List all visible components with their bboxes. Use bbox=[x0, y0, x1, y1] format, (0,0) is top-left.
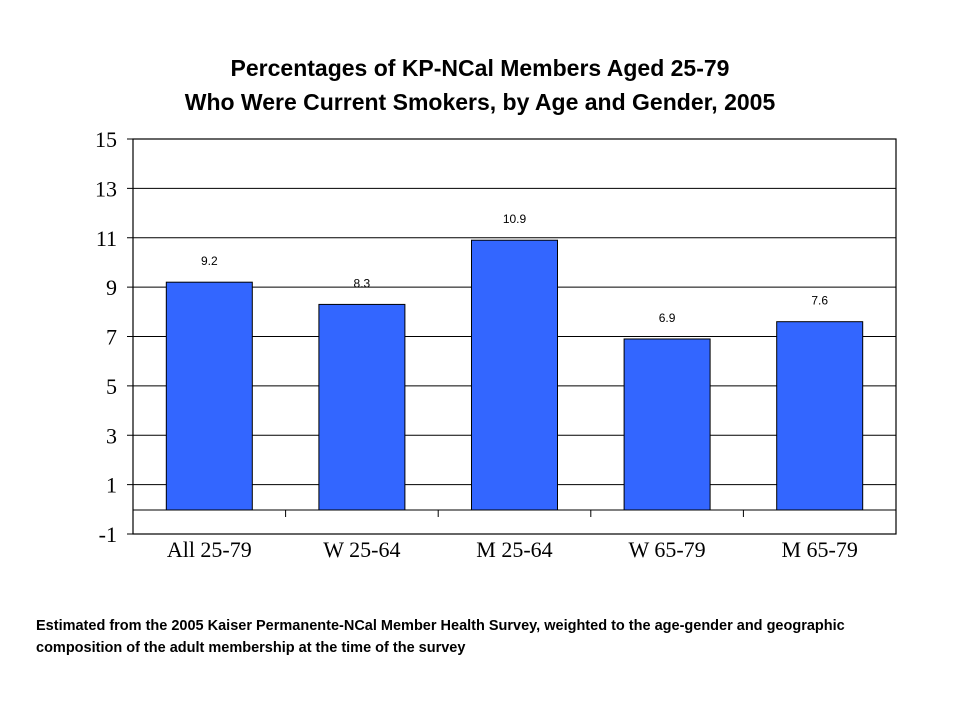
data-label: 9.2 bbox=[201, 254, 218, 268]
x-axis-categories: All 25-79 W 25-64 M 25-64 W 65-79 M 65-79 bbox=[167, 537, 858, 562]
y-tick-label: -1 bbox=[99, 522, 117, 547]
plot-frame bbox=[132, 138, 897, 535]
y-tick-label: 15 bbox=[95, 127, 117, 152]
x-category-label: All 25-79 bbox=[167, 537, 252, 562]
y-tick-label: 1 bbox=[106, 473, 117, 498]
y-tick-label: 3 bbox=[106, 423, 117, 448]
y-tick-label: 7 bbox=[106, 325, 117, 350]
y-tick-label: 11 bbox=[96, 226, 117, 251]
data-label: 10.9 bbox=[503, 212, 527, 226]
chart-subtitle: Who Were Current Smokers, by Age and Gen… bbox=[184, 89, 776, 115]
y-tick-label: 9 bbox=[106, 275, 117, 300]
data-label: 8.3 bbox=[354, 276, 371, 290]
data-label: 7.6 bbox=[811, 294, 828, 308]
x-category-label: W 25-64 bbox=[323, 537, 400, 562]
bar-all-25-79 bbox=[165, 281, 253, 511]
data-labels: 9.2 8.3 10.9 6.9 7.6 bbox=[201, 212, 828, 325]
chart-title: Percentages of KP-NCal Members Aged 25-7… bbox=[230, 55, 730, 81]
y-tick-label: 5 bbox=[106, 374, 117, 399]
plot-border bbox=[132, 138, 897, 535]
footnote: Estimated from the 2005 Kaiser Permanent… bbox=[36, 618, 845, 656]
x-category-label: M 65-79 bbox=[782, 537, 858, 562]
x-category-label: M 25-64 bbox=[476, 537, 552, 562]
bar-w-25-64 bbox=[318, 303, 406, 511]
bars bbox=[165, 239, 864, 511]
data-label: 6.9 bbox=[659, 311, 676, 325]
x-category-label: W 65-79 bbox=[628, 537, 705, 562]
y-tick-label: 13 bbox=[95, 176, 117, 201]
y-axis-ticks: 15 13 11 9 7 5 3 1 -1 bbox=[95, 127, 117, 547]
bar-m-25-64 bbox=[471, 239, 558, 511]
bar-m-65-79 bbox=[776, 321, 864, 511]
bar-w-65-79 bbox=[623, 338, 711, 511]
